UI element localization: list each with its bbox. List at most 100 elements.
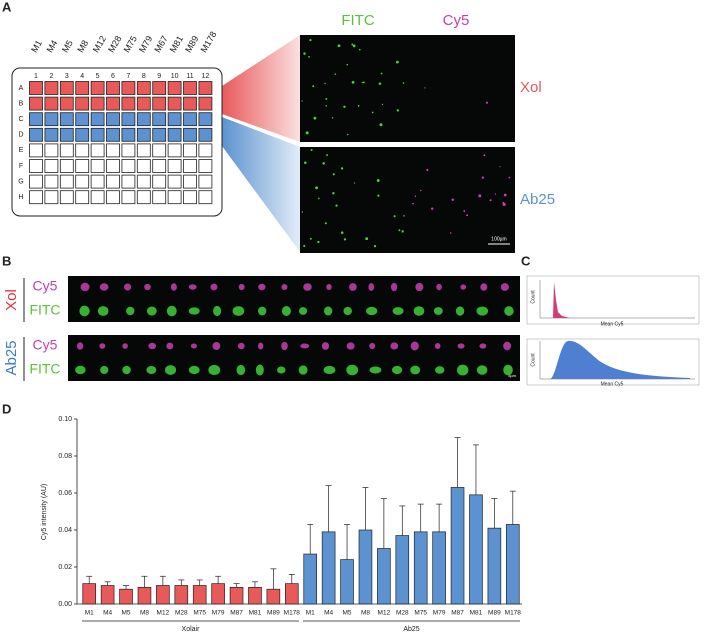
speckle (324, 222, 327, 225)
cell (299, 307, 308, 315)
column-name: M12 (91, 34, 108, 54)
cell (435, 366, 445, 374)
column-name: M79 (137, 34, 154, 54)
row-letter: F (19, 163, 23, 170)
cell (368, 283, 375, 291)
well (198, 112, 213, 127)
bar (340, 559, 354, 605)
column-number: 5 (96, 73, 100, 80)
well (90, 81, 105, 95)
well (75, 81, 90, 95)
cell (303, 283, 312, 291)
cell (457, 364, 469, 376)
speckle (309, 39, 312, 42)
cell (258, 283, 266, 291)
well (29, 96, 43, 111)
bar (137, 586, 152, 605)
speckle (361, 81, 364, 84)
speckle (343, 238, 347, 241)
cell (415, 282, 424, 292)
well (106, 143, 120, 158)
speckle (331, 117, 334, 119)
column-name: M4 (45, 38, 60, 54)
cell (210, 283, 218, 291)
x-tick-label: M4 (103, 610, 112, 617)
panel-label: C (521, 253, 531, 268)
well (29, 190, 43, 205)
cell (392, 307, 404, 315)
speckle (309, 237, 312, 240)
bar (100, 585, 115, 605)
axis-label: Cy5 intensity (AU) (41, 484, 48, 540)
well (136, 81, 151, 95)
speckle (414, 195, 417, 198)
channel-label: FITC (29, 361, 60, 377)
y-tick-label: 0.00 (58, 601, 72, 608)
well (44, 81, 59, 95)
bar (211, 583, 225, 605)
speckle (325, 97, 328, 100)
well (167, 127, 182, 142)
well (136, 112, 151, 127)
cell (434, 342, 441, 350)
speckle (340, 231, 344, 234)
speckle (398, 229, 401, 232)
well (152, 81, 167, 95)
cell (100, 365, 109, 375)
cell (343, 306, 352, 316)
cell-strip (68, 276, 520, 322)
column-number: 8 (142, 73, 146, 80)
channel-label: FITC (341, 12, 374, 29)
well (44, 190, 59, 205)
cell (476, 365, 488, 375)
speckle (335, 204, 338, 207)
cell (237, 342, 245, 350)
well (136, 190, 151, 205)
cell (276, 366, 286, 374)
channel-label: Cy5 (33, 337, 58, 353)
cell (346, 364, 359, 376)
x-tick-label: M5 (122, 610, 131, 617)
cell (349, 283, 357, 291)
well (106, 96, 120, 111)
speckle (402, 82, 405, 84)
speckle (351, 80, 355, 84)
speckle (393, 215, 396, 218)
cell (323, 306, 333, 316)
cell (410, 341, 419, 351)
well (59, 174, 74, 189)
well (59, 190, 74, 205)
well (106, 190, 120, 205)
column-number: 3 (65, 73, 69, 80)
well (75, 112, 90, 127)
cell (122, 343, 128, 349)
micrograph (300, 35, 515, 142)
well (44, 174, 59, 189)
speckle (489, 199, 492, 202)
x-tick-label: M4 (324, 610, 333, 617)
channel-label: Cy5 (443, 12, 470, 29)
bar (413, 531, 428, 605)
well (75, 127, 90, 142)
cell (476, 306, 489, 316)
cell (391, 365, 403, 375)
bar (119, 588, 133, 605)
zoom-wedge (222, 35, 300, 142)
panel-label: D (2, 401, 11, 416)
well (121, 81, 136, 95)
speckle (381, 103, 384, 106)
cell (99, 343, 106, 349)
speckle (353, 182, 356, 184)
cell (148, 342, 157, 350)
well (75, 96, 90, 111)
cell (390, 282, 398, 292)
speckle (326, 154, 329, 157)
well (106, 127, 120, 142)
speckle (358, 48, 361, 51)
group-label: Ab25 (403, 626, 419, 633)
well (136, 127, 151, 142)
cell (122, 365, 131, 375)
well (121, 159, 136, 173)
cell (460, 284, 467, 290)
speckle (478, 194, 482, 198)
